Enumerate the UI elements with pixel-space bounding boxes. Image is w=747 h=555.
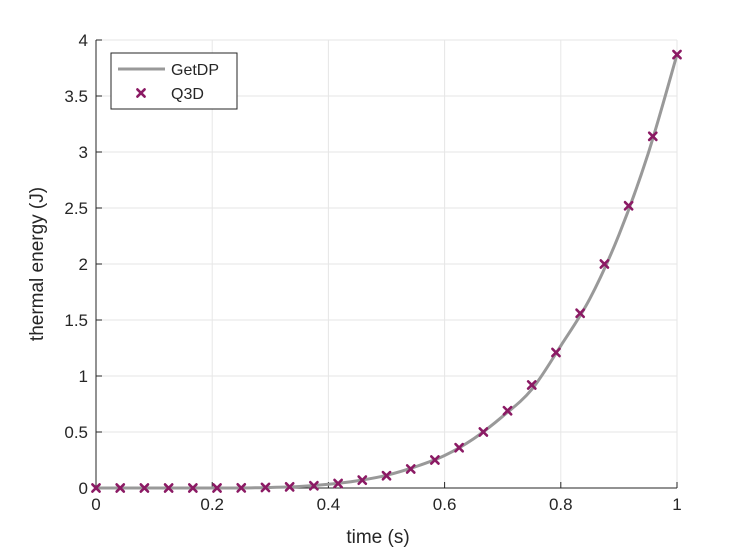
series-q3d-point [357,475,368,486]
y-tick-label: 1 [79,367,88,386]
series-q3d-point [381,470,392,481]
series-q3d-point [502,405,513,416]
marker-stroke [284,481,295,492]
x-axis-label: time (s) [346,527,409,548]
x-tick-label: 0.2 [200,495,224,514]
series-q3d-point [551,347,561,358]
marker-stroke [551,347,561,358]
y-tick-label: 2 [79,255,88,274]
series-q3d-point [187,483,198,493]
marker-stroke [91,483,101,493]
marker-stroke [187,483,198,493]
legend-q3d-label: Q3D [171,86,204,103]
marker-stroke [599,259,610,269]
x-tick-label: 0.4 [317,495,341,514]
series-q3d-point [454,442,465,453]
series-q3d-point [91,483,101,493]
series-q3d-point [575,308,586,319]
marker-stroke [526,380,537,390]
series-q3d-point [333,478,344,489]
y-tick-label: 3.5 [64,87,88,106]
marker-stroke [139,483,150,493]
marker-stroke [454,442,465,453]
y-tick-label: 0.5 [64,423,88,442]
marker-stroke [136,88,146,98]
series-q3d-point [139,483,150,493]
marker-stroke [308,480,319,491]
series-q3d-point [623,200,634,211]
y-axis-label: thermal energy (J) [27,187,48,341]
x-tick-label: 0.6 [433,495,457,514]
legend-box [110,52,238,110]
series-q3d-point [599,259,610,269]
y-tick-label: 3 [79,143,88,162]
series-q3d-point [478,427,489,437]
legend: GetDP Q3D [110,52,238,110]
x-tick-label: 0 [91,495,100,514]
series-q3d-point [163,483,174,493]
series-q3d-point [308,480,319,491]
marker-stroke [236,482,247,493]
marker-stroke [502,405,513,416]
legend-q3d-swatch [136,88,146,98]
marker-stroke [429,455,440,465]
y-tick-label: 0 [79,479,88,498]
marker-stroke [623,200,634,211]
marker-stroke [405,464,416,474]
series-q3d-point [284,481,295,492]
series-getdp-line [96,54,679,490]
y-tick-label: 1.5 [64,311,88,330]
legend-getdp-label: GetDP [171,62,219,79]
marker-stroke [163,483,174,493]
series-q3d-point [212,483,222,493]
marker-stroke [478,427,489,437]
series-q3d-point [429,455,440,465]
marker-stroke [575,308,586,319]
y-tick-label: 2.5 [64,199,88,218]
series-q3d-point [115,483,126,493]
marker-stroke [260,482,271,493]
series-q3d-point [260,482,271,493]
x-tick-label: 1 [672,495,681,514]
marker-stroke [647,131,658,142]
marker-stroke [357,475,368,486]
marker-stroke [212,483,222,493]
series-q3d-point [526,380,537,390]
marker-stroke [333,478,344,489]
series-q3d-point [672,49,682,60]
marker-stroke [115,483,126,493]
grid-layer [95,39,678,489]
series-q3d-point [647,131,658,142]
marker-stroke [672,49,682,60]
series-q3d-point [236,482,247,493]
x-tick-label: 0.8 [549,495,573,514]
marker-stroke [381,470,392,481]
series-q3d-point [405,464,416,474]
y-tick-label: 4 [79,31,88,50]
series-layer [91,49,682,493]
